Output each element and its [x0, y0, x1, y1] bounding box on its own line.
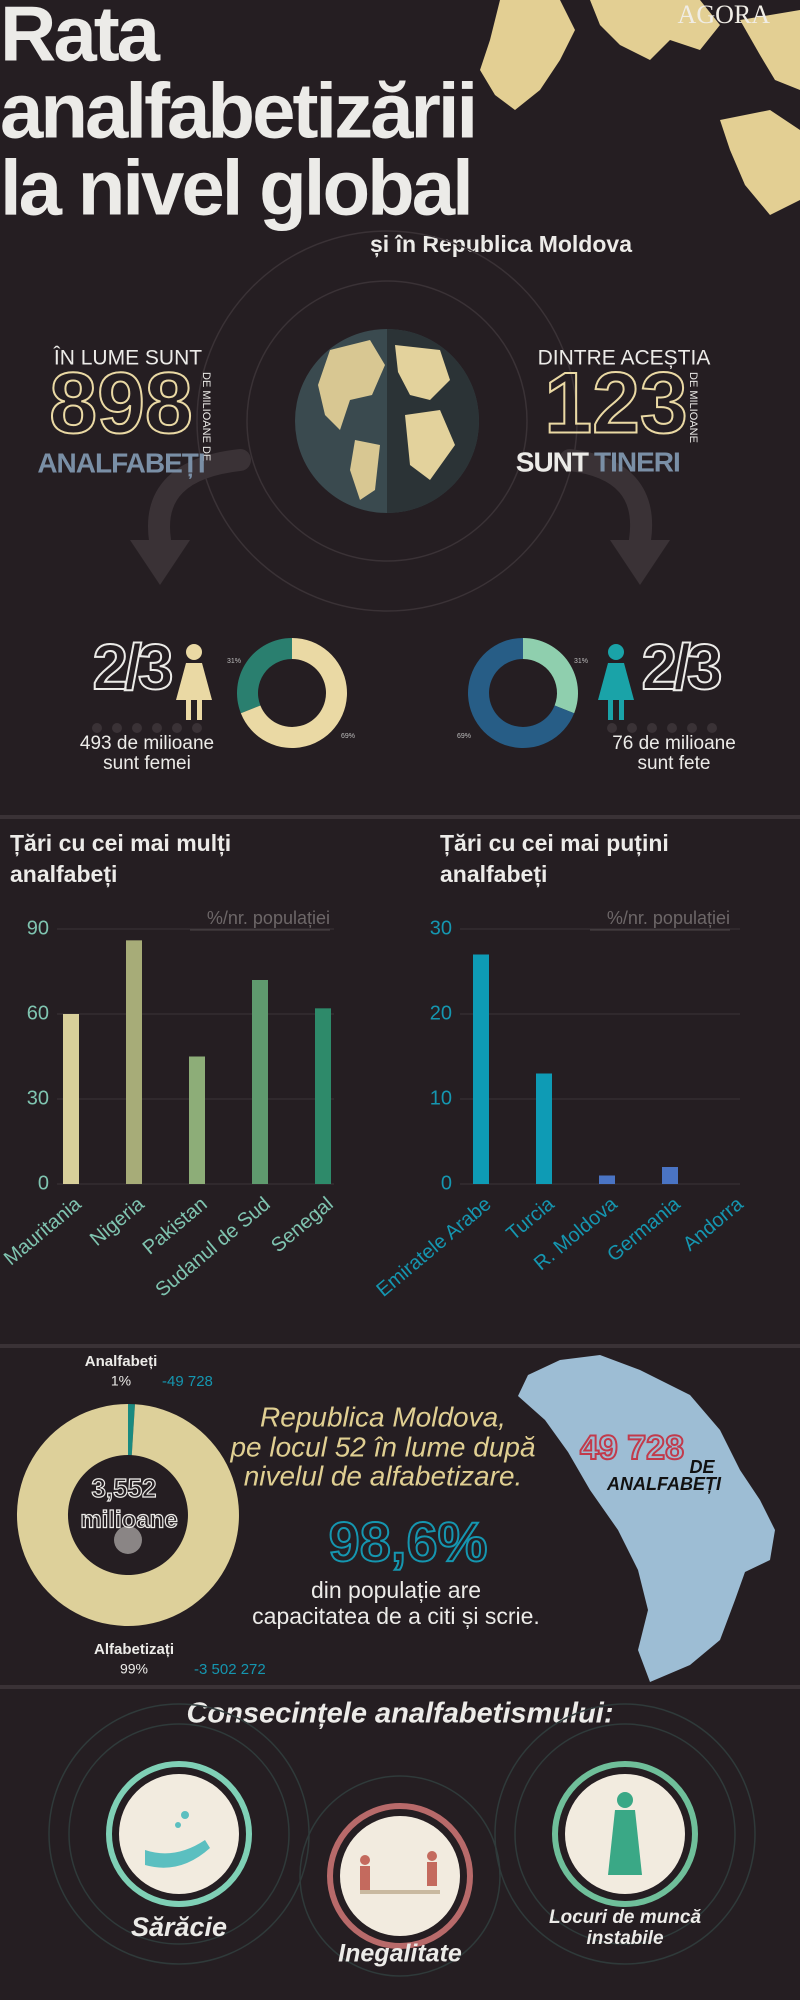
bar [189, 1056, 205, 1184]
category-label: Analfabeți [85, 1353, 158, 1370]
consequence-label: instabile [586, 1928, 664, 1949]
map-label: ANALFABEȚI [606, 1474, 722, 1494]
donut-slice [468, 638, 575, 748]
value-label: 69% [457, 733, 471, 740]
y-tick-label: 20 [430, 1002, 452, 1024]
arrow-heads-decoration [130, 540, 670, 585]
donut-slice [523, 638, 579, 714]
caption: 493 de milioane [80, 733, 214, 754]
amount-label: -3 502 272 [194, 1661, 266, 1678]
stat-number: 898 [49, 356, 193, 452]
bar [662, 1167, 678, 1184]
icon-poverty [106, 1761, 252, 1907]
donut-slice [240, 638, 347, 748]
logo: AGORA [678, 0, 771, 29]
rings-decoration [196, 230, 578, 612]
y-tick-label: 0 [38, 1172, 49, 1194]
fraction: 2/3 [642, 631, 721, 703]
donut-slice [128, 1404, 135, 1456]
bar [63, 1014, 79, 1184]
title-line: Rata [0, 0, 161, 78]
value-label: 99% [120, 1661, 148, 1677]
title-line: analfabetizării [0, 67, 475, 155]
stat-intro: ÎN LUME SUNT [53, 347, 202, 370]
map-label: DE [689, 1457, 715, 1477]
y-tick-label: 30 [430, 917, 452, 939]
donut-slice [236, 638, 292, 714]
percent-text: capacitatea de a citi și scrie. [252, 1603, 540, 1629]
world-map-decoration [480, 0, 800, 215]
stat-unit: DE MILIOANE DE [200, 372, 212, 461]
caption: sunt femei [103, 753, 191, 774]
caption: sunt fete [638, 753, 711, 774]
y-tick-label: 0 [441, 1172, 452, 1194]
rank-text: nivelul de alfabetizare. [244, 1460, 523, 1491]
category-label: Alfabetizați [94, 1641, 174, 1658]
chart-title: Țări cu cei mai mulți [10, 830, 231, 857]
dots-decoration [92, 723, 717, 733]
subtitle: și în Republica Moldova [370, 231, 632, 258]
stat-unit: DE MILIOANE [687, 372, 699, 443]
y-tick-label: 30 [27, 1087, 49, 1109]
consequence-label: Sărăcie [131, 1912, 227, 1942]
value-label: 31% [574, 658, 588, 665]
amount-label: -49 728 [162, 1373, 213, 1390]
value-label: 1% [111, 1373, 131, 1389]
value-label: 31% [227, 658, 241, 665]
woman-icon [176, 644, 212, 720]
bar [126, 940, 142, 1184]
chart-title: analfabeți [10, 861, 117, 888]
title-line: la nivel global [0, 144, 471, 232]
fraction: 2/3 [93, 631, 172, 703]
consequence-label: Locuri de muncă [549, 1907, 701, 1928]
stat-label: TINERI [594, 446, 680, 477]
bar [252, 980, 268, 1184]
percent-text: din populație are [311, 1577, 481, 1603]
woman-icon [598, 644, 634, 720]
chart-title: analfabeți [440, 861, 547, 888]
rank-text: Republica Moldova, [260, 1401, 506, 1432]
chart-note: %/nr. populației [607, 908, 730, 928]
value-label: 69% [341, 733, 355, 740]
donut-slice [16, 1404, 239, 1626]
globe [295, 329, 479, 513]
bar [599, 1175, 615, 1184]
consequence-label: Inegalitate [338, 1940, 462, 1968]
arrows-decoration [148, 449, 653, 551]
stat-label: SUNT [516, 446, 589, 477]
y-tick-label: 10 [430, 1087, 452, 1109]
people-icon [114, 1526, 142, 1554]
icon-jobs [552, 1761, 698, 1907]
caption: 76 de milioane [612, 733, 736, 754]
divider [0, 1685, 800, 1689]
moldova-map [518, 1355, 775, 1682]
y-tick-label: 60 [27, 1002, 49, 1024]
map-number: 49 728 [580, 1429, 684, 1467]
total-unit: milioane [80, 1506, 177, 1533]
chart-title: Țări cu cei mai puțini [440, 830, 669, 857]
chart-note: %/nr. populației [207, 908, 330, 928]
stat-label: ANALFABEȚI [37, 447, 204, 478]
bar [536, 1073, 552, 1184]
total-label: 3,552 [91, 1473, 156, 1503]
divider [0, 1344, 800, 1348]
y-tick-label: 90 [27, 917, 49, 939]
icon-inequality [327, 1803, 473, 1949]
bar [315, 1008, 331, 1184]
rings-decoration [48, 1703, 756, 1977]
bar [473, 954, 489, 1184]
stat-number: 123 [544, 356, 688, 452]
section-title: Consecințele analfabetismului: [186, 1698, 613, 1730]
divider [0, 815, 800, 819]
percent: 98,6% [329, 1510, 488, 1573]
stat-intro: DINTRE ACEȘTIA [538, 347, 711, 370]
rank-text: pe locul 52 în lume după [229, 1431, 535, 1462]
